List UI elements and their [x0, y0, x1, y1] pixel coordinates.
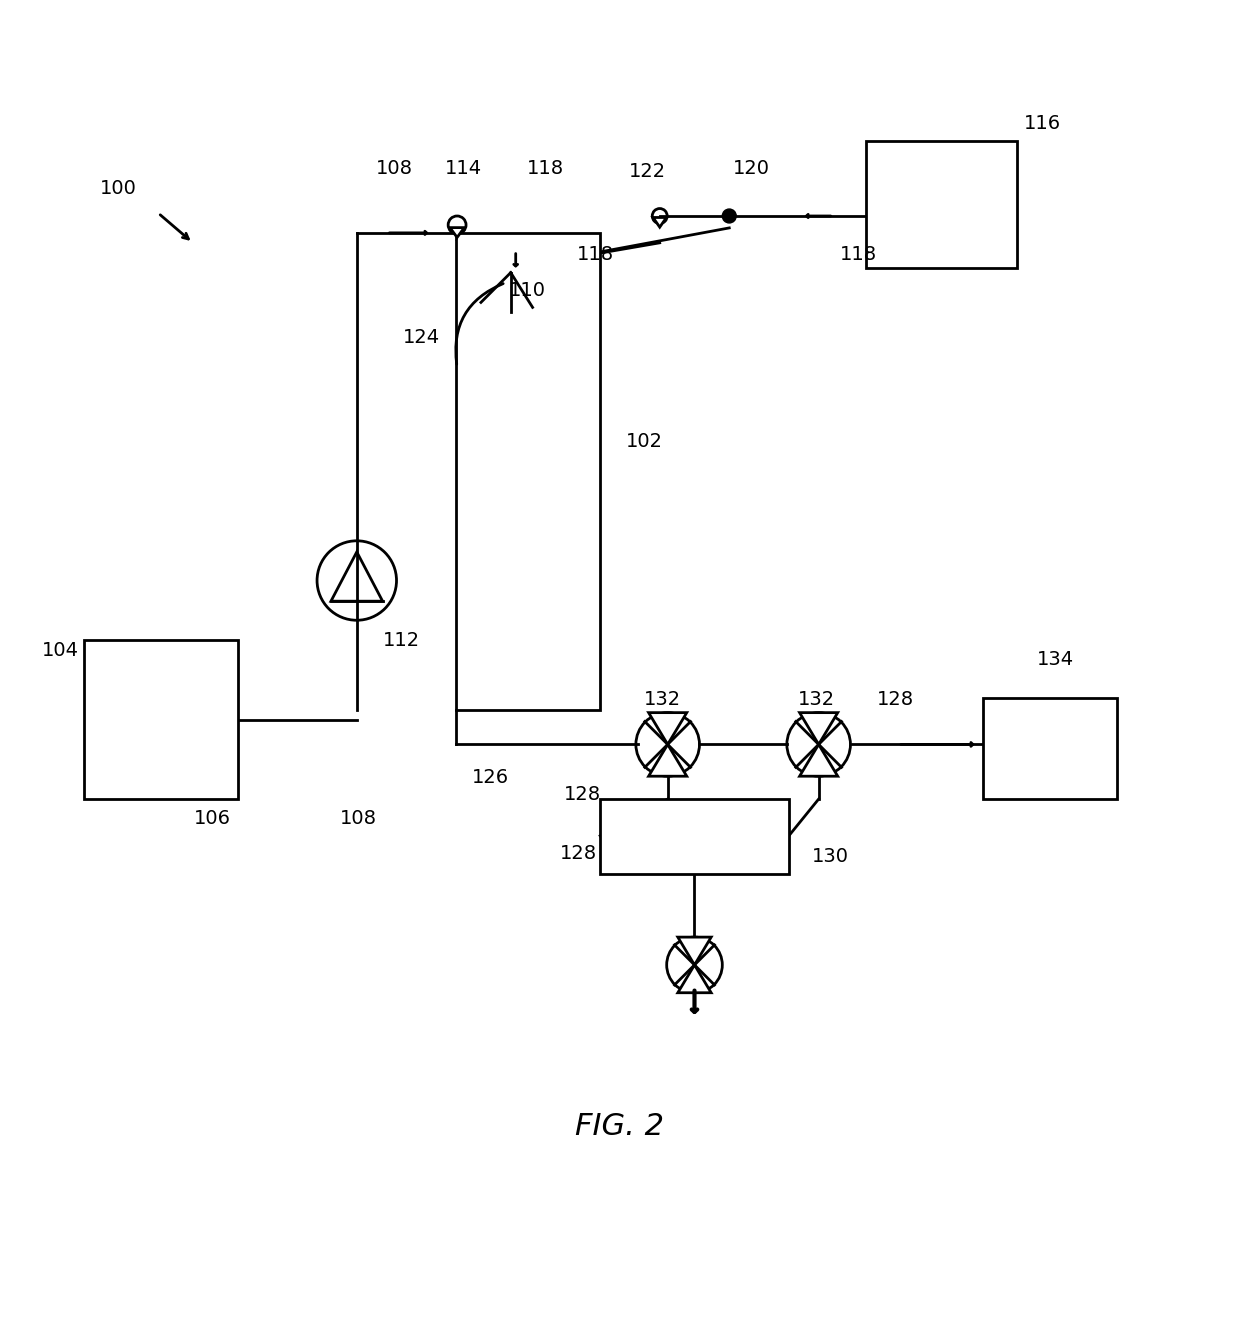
Bar	[456, 233, 600, 710]
Text: 104: 104	[42, 640, 79, 660]
Text: 118: 118	[577, 245, 614, 265]
Text: FIG. 2: FIG. 2	[575, 1113, 665, 1142]
Text: 118: 118	[839, 245, 877, 265]
Polygon shape	[450, 228, 464, 237]
Text: 110: 110	[510, 281, 546, 300]
Polygon shape	[649, 744, 687, 776]
Polygon shape	[678, 938, 712, 965]
Text: 108: 108	[376, 159, 413, 178]
Text: 116: 116	[1023, 115, 1060, 133]
Text: 112: 112	[383, 631, 420, 649]
Text: 132: 132	[799, 690, 836, 710]
Bar	[600, 799, 789, 873]
Circle shape	[723, 209, 737, 223]
Polygon shape	[678, 965, 712, 993]
Text: 118: 118	[527, 159, 564, 178]
Text: 128: 128	[877, 690, 914, 710]
Text: 120: 120	[733, 159, 770, 178]
Polygon shape	[653, 217, 666, 227]
Polygon shape	[649, 712, 687, 744]
Bar	[982, 698, 1117, 799]
Polygon shape	[800, 744, 838, 776]
Text: 114: 114	[444, 159, 481, 178]
Text: 124: 124	[403, 328, 440, 346]
Bar	[83, 640, 238, 799]
Text: 128: 128	[559, 844, 596, 863]
Text: 128: 128	[564, 785, 601, 803]
Text: 108: 108	[340, 810, 377, 828]
Text: 100: 100	[100, 179, 136, 198]
Text: 126: 126	[472, 768, 510, 786]
Text: 132: 132	[644, 690, 681, 710]
Text: 106: 106	[195, 810, 231, 828]
Text: 122: 122	[629, 162, 666, 180]
Bar	[867, 141, 1017, 267]
Text: 130: 130	[812, 847, 849, 867]
Polygon shape	[800, 712, 838, 744]
Text: 134: 134	[1037, 651, 1074, 669]
Text: 102: 102	[626, 432, 663, 450]
